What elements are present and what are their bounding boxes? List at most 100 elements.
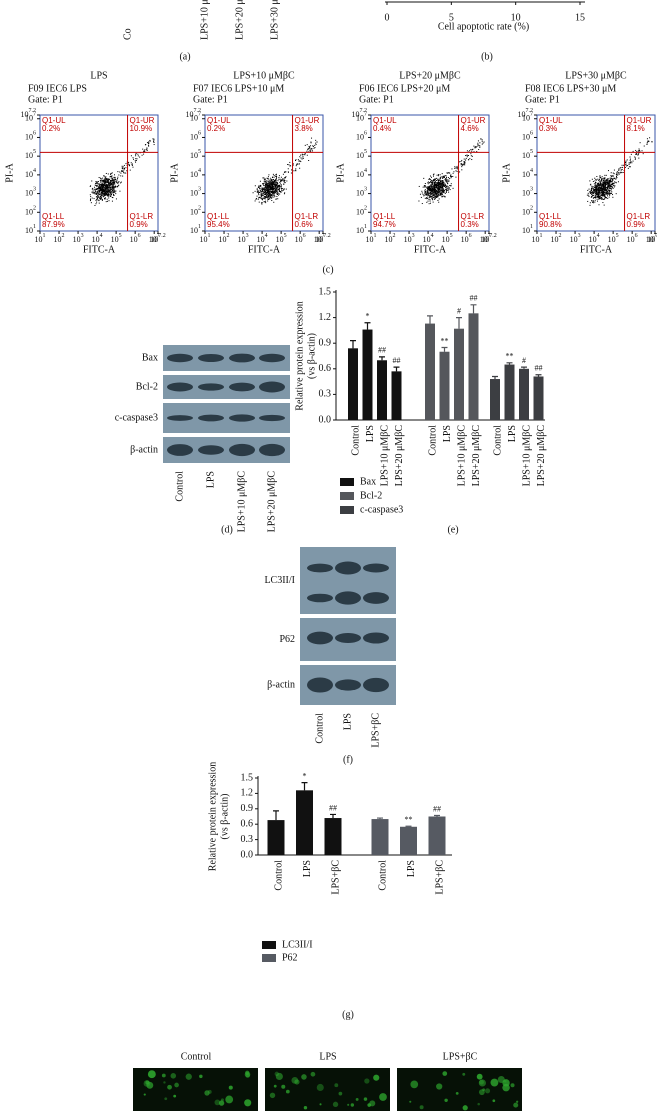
event-dot: [431, 179, 433, 181]
event-dot: [600, 194, 602, 196]
event-dot: [437, 190, 439, 192]
event-dot: [104, 197, 106, 199]
y-tick-label: 104: [25, 168, 36, 178]
event-dot: [466, 156, 468, 158]
tick-exponent: 5: [198, 150, 201, 156]
event-dot: [442, 189, 444, 191]
error-bar: [470, 304, 477, 314]
sample-name: F06 IEC6 LPS+20 μM: [359, 83, 450, 94]
event-dot: [630, 153, 632, 155]
event-dot: [597, 192, 599, 194]
event-dot: [301, 154, 303, 156]
event-dot: [100, 195, 102, 197]
event-dot: [613, 169, 615, 171]
event-dot: [270, 196, 272, 198]
event-dot: [101, 191, 103, 193]
cell: [373, 1074, 380, 1081]
event-dot: [429, 175, 431, 177]
event-dot: [456, 165, 458, 167]
event-dot: [272, 189, 274, 191]
event-dot: [595, 186, 597, 188]
event-dot: [432, 186, 434, 188]
event-dot: [280, 180, 282, 182]
cell: [482, 1088, 486, 1092]
cell: [303, 1105, 308, 1110]
event-dot: [478, 149, 480, 151]
event-dot: [452, 172, 454, 174]
x-axis-title: FITC-A: [580, 244, 613, 255]
event-dot: [474, 147, 476, 149]
event-dot: [606, 186, 608, 188]
event-dot: [609, 181, 611, 183]
event-dot: [448, 179, 450, 181]
event-dot: [431, 198, 433, 200]
event-dot: [263, 185, 265, 187]
event-dot: [439, 181, 441, 183]
event-dot: [614, 181, 616, 183]
event-dot: [437, 178, 439, 180]
cell: [436, 1083, 443, 1090]
event-dot: [272, 188, 274, 190]
tick-base: 10: [356, 114, 364, 123]
event-dot: [425, 186, 427, 188]
event-dot: [120, 181, 122, 183]
event-dot: [95, 203, 97, 205]
event-dot: [434, 191, 436, 193]
cell: [347, 1103, 350, 1106]
event-dot: [276, 190, 278, 192]
x-tick-label: LPS+βC: [434, 860, 445, 895]
event-dot: [268, 197, 270, 199]
event-dot: [439, 179, 441, 181]
event-dot: [102, 183, 104, 185]
error-bar: [273, 810, 279, 821]
tick-base: 10: [219, 235, 227, 244]
event-dot: [429, 195, 431, 197]
event-dot: [631, 162, 633, 164]
event-dot: [432, 184, 434, 186]
event-dot: [434, 188, 436, 190]
event-dot: [608, 193, 610, 195]
event-dot: [306, 154, 308, 156]
x-tick-label: LPS: [442, 425, 453, 442]
event-dot: [273, 183, 275, 185]
event-dot: [264, 196, 266, 198]
event-dot: [598, 191, 600, 193]
y-tick-label: 104: [356, 168, 367, 178]
event-dot: [122, 175, 124, 177]
event-dot: [268, 195, 270, 197]
event-dot: [593, 192, 595, 194]
event-dot: [104, 182, 106, 184]
event-dot: [613, 186, 615, 188]
event-dot: [612, 182, 614, 184]
significance-mark: **: [405, 815, 413, 824]
event-dot: [267, 182, 269, 184]
event-dot: [606, 179, 608, 181]
event-dot: [445, 178, 447, 180]
event-dot: [275, 176, 277, 178]
event-dot: [113, 191, 115, 193]
event-dot: [113, 191, 115, 193]
event-dot: [435, 185, 437, 187]
event-dot: [637, 154, 639, 156]
event-dot: [439, 191, 441, 193]
event-dot: [273, 194, 275, 196]
tick-base: 10: [25, 114, 33, 123]
event-dot: [477, 142, 479, 144]
event-dot: [131, 164, 133, 166]
event-dot: [436, 182, 438, 184]
event-dot: [265, 191, 267, 193]
event-dot: [115, 190, 117, 192]
y-axis-title: PI-A: [4, 163, 15, 183]
event-dot: [101, 187, 103, 189]
event-dot: [600, 182, 602, 184]
event-dot: [272, 187, 274, 189]
event-dot: [91, 197, 93, 199]
event-dot: [609, 181, 611, 183]
event-dot: [128, 161, 130, 163]
legend-label: LC3II/I: [282, 939, 313, 950]
event-dot: [277, 182, 279, 184]
event-dot: [437, 199, 439, 201]
x-tick-label: LPS+10 μMβC: [379, 425, 390, 487]
quadrant-name: Q1-LR: [130, 212, 154, 221]
event-dot: [429, 194, 431, 196]
